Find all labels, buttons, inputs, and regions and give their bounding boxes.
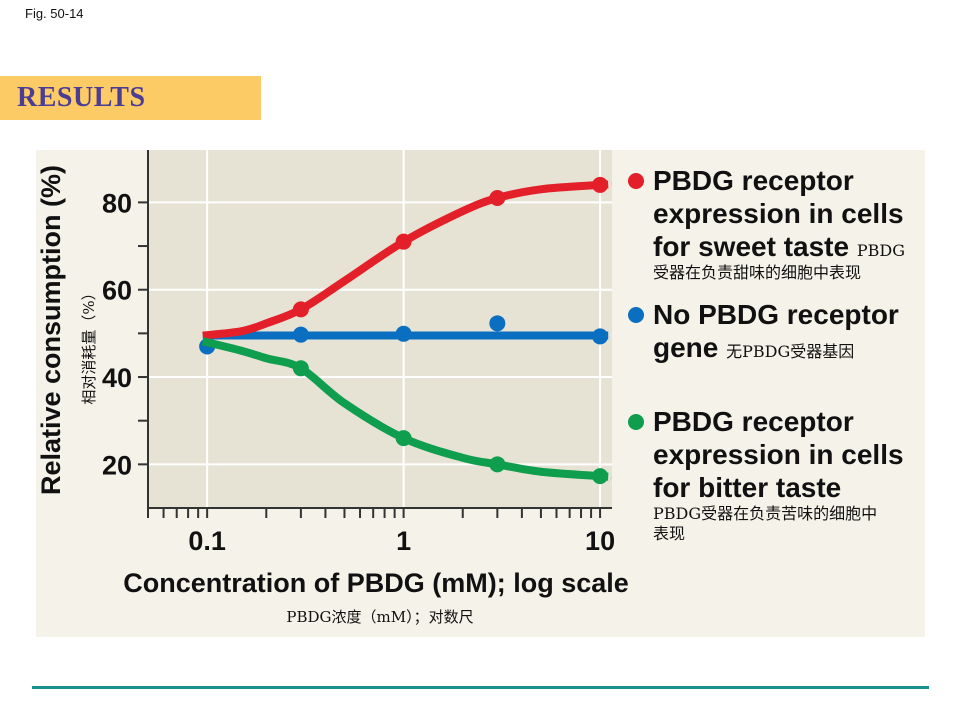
plot-area bbox=[148, 150, 612, 508]
y-tick-label: 60 bbox=[102, 276, 132, 306]
legend-zh-inline-sweet: PBDG bbox=[856, 241, 905, 260]
legend-zh-bitter-1: PBDG受器在负责苦味的细胞中 bbox=[653, 504, 878, 523]
x-tick-label: 0.1 bbox=[188, 526, 226, 556]
figure-panel: 20 40 60 80 0.1 1 10 Concentration of PBDG (mM)… bbox=[36, 150, 925, 637]
legend-zh-inline-no-receptor: 无PBDG受器基因 bbox=[726, 342, 855, 361]
results-banner: RESULTS bbox=[0, 76, 261, 120]
legend-label-no-receptor: No PBDG receptor gene 无PBDG受器基因 bbox=[653, 299, 899, 363]
data-point bbox=[592, 468, 609, 485]
y-tick-label: 40 bbox=[102, 363, 132, 393]
data-point bbox=[395, 233, 412, 250]
x-tick-label: 1 bbox=[396, 526, 411, 556]
legend-dot-blue-icon bbox=[628, 307, 644, 323]
y-tick-label: 20 bbox=[102, 450, 132, 480]
data-point bbox=[489, 315, 506, 332]
series-bitter bbox=[201, 337, 612, 485]
data-point bbox=[489, 190, 506, 207]
data-point bbox=[292, 326, 309, 343]
y-axis-label: Relative consumption (%) bbox=[36, 165, 66, 495]
legend-dot-red-icon bbox=[628, 173, 644, 189]
x-axis-label-zh: PBDG浓度（mM）；对数尺 bbox=[286, 608, 473, 626]
data-point bbox=[489, 456, 506, 473]
series-no-receptor bbox=[199, 315, 609, 355]
data-point bbox=[592, 328, 609, 345]
legend-dot-green-icon bbox=[628, 414, 644, 430]
data-point bbox=[292, 301, 309, 318]
data-point bbox=[395, 430, 412, 447]
legend-zh-sweet: 受器在负责甜味的细胞中表现 bbox=[653, 263, 862, 282]
y-tick-label: 80 bbox=[102, 188, 132, 218]
legend-label-sweet: PBDG receptor expression in cells for sw… bbox=[653, 165, 905, 282]
results-title: RESULTS bbox=[17, 82, 146, 113]
legend-label-bitter: PBDG receptor expression in cells for bi… bbox=[653, 406, 904, 543]
data-point bbox=[292, 360, 309, 377]
x-tick-label: 10 bbox=[585, 526, 615, 556]
y-axis-label-zh: 相对消耗量（%） bbox=[80, 285, 98, 404]
bottom-divider bbox=[32, 686, 929, 689]
x-axis-label: Concentration of PBDG (mM); log scale bbox=[123, 568, 629, 598]
series-sweet bbox=[202, 176, 612, 340]
data-point bbox=[395, 325, 412, 342]
figure-label: Fig. 50-14 bbox=[25, 6, 84, 21]
chart: 20 40 60 80 0.1 1 10 Concentration of PBDG (mM)… bbox=[36, 150, 629, 626]
data-point bbox=[592, 176, 609, 193]
legend-zh-bitter-2: 表现 bbox=[653, 524, 686, 543]
